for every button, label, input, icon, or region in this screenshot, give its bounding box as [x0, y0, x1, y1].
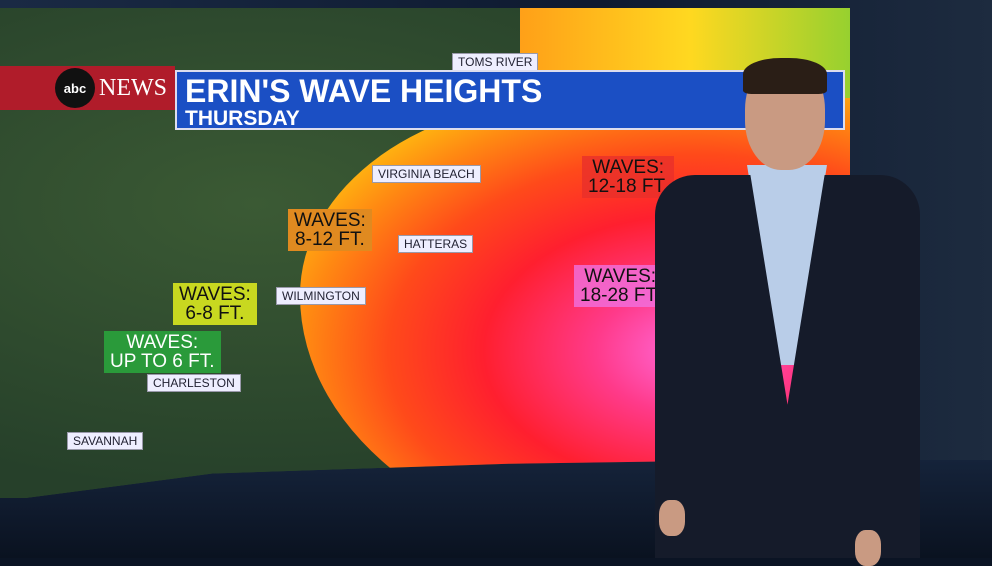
wave-label-up-to-6: WAVES: UP TO 6 FT.	[104, 331, 221, 373]
subheadline: THURSDAY	[185, 107, 300, 130]
city-label: SAVANNAH	[67, 432, 144, 450]
city-label: HATTERAS	[398, 235, 474, 253]
presenter-hair	[743, 58, 827, 94]
wave-label-8-12: WAVES: 8-12 FT.	[288, 209, 372, 251]
presenter	[655, 58, 920, 566]
city-label: WILMINGTON	[276, 287, 366, 305]
network-brand: abc NEWS	[0, 66, 175, 110]
city-label: CHARLESTON	[147, 374, 241, 392]
abc-logo: abc	[55, 68, 95, 108]
presenter-right-hand	[855, 530, 881, 566]
title-box: ERIN'S WAVE HEIGHTS THURSDAY	[175, 70, 845, 130]
news-wordmark: NEWS	[99, 74, 167, 101]
city-label: VIRGINIA BEACH	[372, 165, 481, 183]
title-banner: abc NEWS ERIN'S WAVE HEIGHTS THURSDAY	[0, 66, 850, 132]
wave-label-18-28: WAVES: 18-28 FT.	[574, 265, 667, 307]
wave-label-12-18: WAVES: 12-18 FT.	[582, 156, 675, 198]
wave-label-6-8: WAVES: 6-8 FT.	[173, 283, 257, 325]
presenter-left-hand	[659, 500, 685, 536]
headline: ERIN'S WAVE HEIGHTS	[185, 73, 543, 109]
